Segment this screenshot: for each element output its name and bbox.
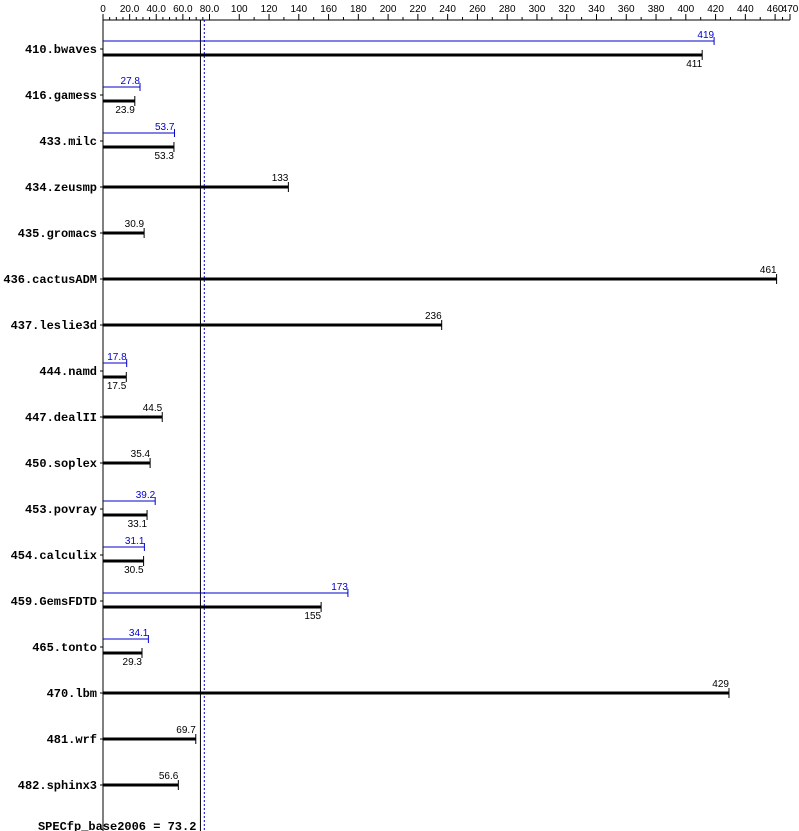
axis-tick: 420 (707, 4, 724, 15)
axis-tick: 60.0 (173, 4, 193, 15)
spec-chart: 0 20.0 40.0 60.0 80.0 100 120 140 160 180 200 220 24… (0, 0, 799, 831)
axis-tick: 200 (380, 4, 397, 15)
base-value: 30.9 (125, 219, 145, 230)
axis-tick: 160 (320, 4, 337, 15)
benchmark-label: 433.milc (39, 135, 97, 149)
benchmark-label: 465.tonto (32, 641, 97, 655)
axis-tick: 260 (469, 4, 486, 15)
base-value: 429 (712, 679, 729, 690)
axis-tick: 180 (350, 4, 367, 15)
base-value: 411 (686, 59, 702, 70)
peak-value: 17.8 (107, 352, 127, 363)
peak-value: 27.8 (121, 76, 141, 87)
benchmark-label: 470.lbm (47, 687, 97, 701)
base-value: 461 (760, 265, 777, 276)
benchmark-label: 436.cactusADM (3, 273, 97, 287)
axis-tick: 300 (529, 4, 546, 15)
peak-value: 419 (697, 30, 714, 41)
peak-value: 173 (331, 582, 348, 593)
axis-tick: 0 (100, 4, 106, 15)
benchmark-label: 453.povray (25, 503, 97, 517)
benchmark-label: 481.wrf (47, 733, 97, 747)
base-value: 29.3 (123, 657, 143, 668)
base-value: 69.7 (176, 725, 196, 736)
base-value: 17.5 (107, 381, 127, 392)
axis-tick: 360 (618, 4, 635, 15)
base-value: 56.6 (159, 771, 179, 782)
axis-tick: 40.0 (147, 4, 167, 15)
axis-tick: 120 (261, 4, 278, 15)
benchmark-label: 454.calculix (11, 549, 97, 563)
axis-tick: 140 (290, 4, 307, 15)
benchmark-label: 435.gromacs (18, 227, 97, 241)
axis-tick: 470 (782, 4, 799, 15)
benchmark-label: 434.zeusmp (25, 181, 97, 195)
benchmark-label: 410.bwaves (25, 43, 97, 57)
base-value: 236 (425, 311, 442, 322)
axis-tick: 100 (231, 4, 248, 15)
axis-tick: 340 (588, 4, 605, 15)
benchmark-label: 444.namd (39, 365, 97, 379)
axis-tick: 220 (410, 4, 427, 15)
base-value: 33.1 (128, 519, 148, 530)
axis-tick: 280 (499, 4, 516, 15)
benchmark-label: 459.GemsFDTD (11, 595, 97, 609)
axis-tick: 400 (677, 4, 694, 15)
axis-tick: 240 (439, 4, 456, 15)
base-value: 30.5 (124, 565, 144, 576)
benchmark-label: 482.sphinx3 (18, 779, 97, 793)
summary-base: SPECfp_base2006 = 73.2 (38, 820, 196, 831)
base-value: 53.3 (154, 151, 174, 162)
benchmark-label: 437.leslie3d (11, 319, 97, 333)
peak-value: 53.7 (155, 122, 175, 133)
peak-value: 34.1 (129, 628, 149, 639)
peak-value: 39.2 (136, 490, 156, 501)
base-value: 35.4 (131, 449, 151, 460)
peak-value: 31.1 (125, 536, 145, 547)
axis-tick: 20.0 (120, 4, 140, 15)
base-value: 44.5 (143, 403, 163, 414)
axis-tick: 440 (737, 4, 754, 15)
base-value: 133 (272, 173, 289, 184)
benchmark-label: 447.dealII (25, 411, 97, 425)
benchmark-label: 450.soplex (25, 457, 97, 471)
axis-tick: 320 (558, 4, 575, 15)
base-value: 155 (304, 611, 321, 622)
axis-tick: 80.0 (200, 4, 220, 15)
base-value: 23.9 (115, 105, 135, 116)
axis-tick: 380 (648, 4, 665, 15)
benchmark-label: 416.gamess (25, 89, 97, 103)
